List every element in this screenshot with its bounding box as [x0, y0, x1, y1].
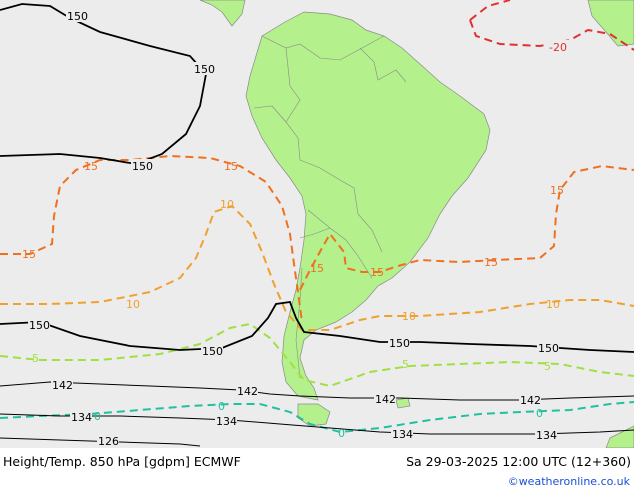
- map-footer: Height/Temp. 850 hPa [gdpm] ECMWF Sa 29-…: [0, 448, 634, 490]
- falkland-islands-land: [395, 397, 411, 409]
- south-america-land: [245, 11, 491, 401]
- temp-label: 0: [338, 427, 345, 440]
- contour-temp-15-west: [0, 154, 303, 323]
- country-borders: [253, 35, 407, 379]
- height-label: 150: [132, 160, 153, 173]
- map-canvas: 150 150 150 150 150 150 150 142 142 142 …: [0, 0, 634, 448]
- contour-temp-10: [0, 204, 634, 331]
- height-label: 150: [538, 342, 559, 355]
- temperature-labels: -20 15 15 15 15 15 15 15 10 10 10 10 5 5…: [22, 40, 570, 440]
- temp-label: 10: [546, 298, 560, 311]
- height-label: 142: [520, 394, 541, 407]
- central-america-land: [199, 0, 246, 27]
- height-label: 126: [98, 435, 119, 448]
- height-label: 150: [202, 345, 223, 358]
- temp-label: 15: [84, 160, 98, 173]
- temp-label: 10: [402, 310, 416, 323]
- africa-corner-land: [587, 0, 634, 47]
- temp-label: 15: [370, 266, 384, 279]
- height-labels: 150 150 150 150 150 150 150 142 142 142 …: [28, 9, 559, 448]
- height-label: 150: [29, 319, 50, 332]
- height-label: 150: [67, 10, 88, 23]
- temp-label: 10: [126, 298, 140, 311]
- height-label: 134: [216, 415, 237, 428]
- temp-label: 15: [550, 184, 564, 197]
- height-label: 134: [536, 429, 557, 442]
- height-label: 142: [375, 393, 396, 406]
- temp-label: 0: [94, 410, 101, 423]
- map-title: Height/Temp. 850 hPa [gdpm] ECMWF: [3, 454, 241, 469]
- height-label: 134: [71, 411, 92, 424]
- temp-label: -20: [549, 41, 567, 54]
- height-label: 150: [194, 63, 215, 76]
- temp-label: 0: [218, 400, 225, 413]
- height-label: 150: [389, 337, 410, 350]
- height-label: 134: [392, 428, 413, 441]
- temp-label: 15: [22, 248, 36, 261]
- contour-height-126: [0, 437, 201, 447]
- height-label: 142: [52, 379, 73, 392]
- credit-link[interactable]: ©weatheronline.co.uk: [507, 475, 630, 488]
- temp-label: 15: [224, 160, 238, 173]
- height-label: 142: [237, 385, 258, 398]
- contour-height-142: [0, 381, 634, 401]
- temp-label: 0: [536, 407, 543, 420]
- contour-temp-0: [0, 401, 634, 434]
- temp-label: 5: [402, 358, 409, 371]
- temp-label: 5: [32, 352, 39, 365]
- temp-label: 15: [484, 256, 498, 269]
- contour-temp-5: [0, 322, 634, 388]
- temp-label: 10: [220, 198, 234, 211]
- valid-time: Sa 29-03-2025 12:00 UTC (12+360): [406, 454, 631, 469]
- land-areas: [199, 0, 634, 448]
- temp-label: 5: [544, 360, 551, 373]
- temp-label: 15: [310, 262, 324, 275]
- tierra-del-fuego-land: [297, 403, 331, 427]
- contour-height-150-south: [0, 301, 634, 353]
